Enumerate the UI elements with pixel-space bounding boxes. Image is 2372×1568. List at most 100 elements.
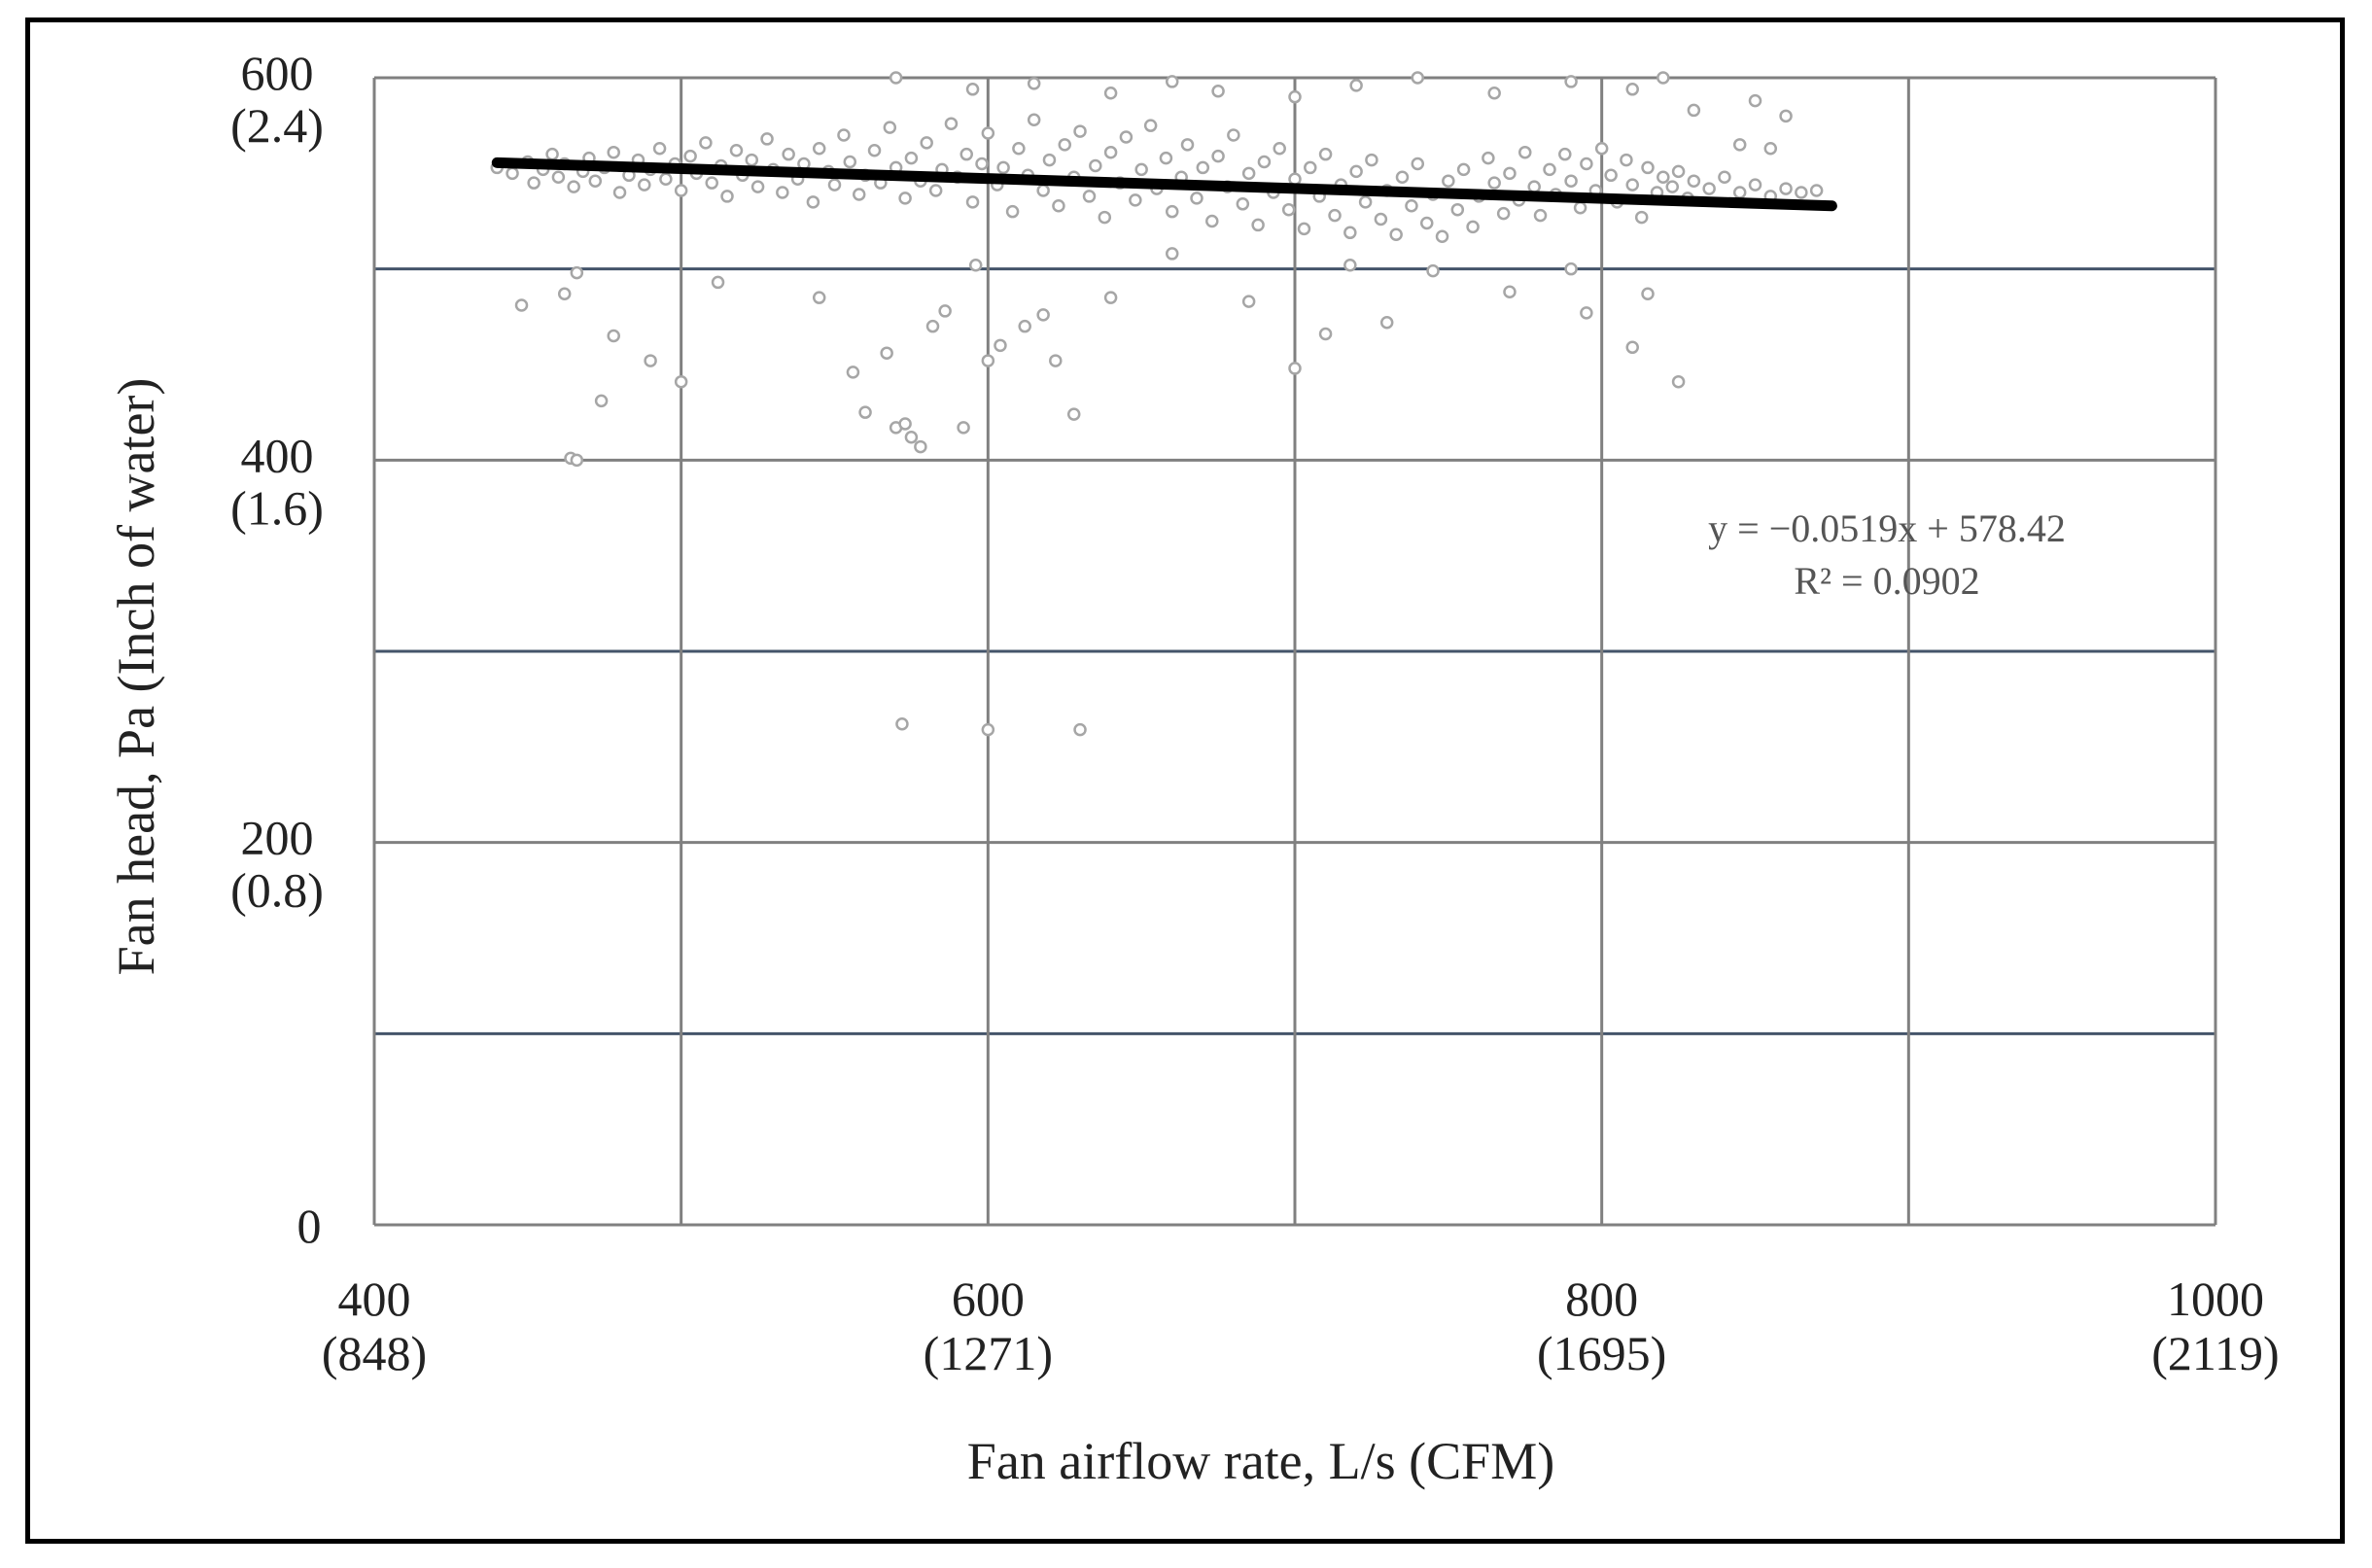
data-point [545,147,559,161]
y-tick-label: 400 [241,428,314,482]
data-point [996,160,1010,175]
data-point [1580,157,1593,171]
data-point [588,174,603,188]
data-point [827,178,842,192]
data-point [1036,308,1050,322]
x-tick-labels: 400(848) 600(1271) 800(1695) 1000(2119) [322,1272,2280,1380]
trendline-group [491,157,1837,212]
data-point [981,354,995,367]
data-point [1533,208,1548,223]
x-tick-label: 600 [952,1272,1025,1326]
data-point [1625,83,1639,96]
x-tick-sublabel: (1271) [924,1326,1053,1380]
data-point [1318,327,1333,341]
data-point [1190,192,1203,205]
data-point [1236,197,1250,211]
x-tick-label: 400 [338,1272,411,1326]
data-point [1103,86,1118,100]
data-point [1558,147,1572,161]
data-point [1143,119,1158,132]
data-point [1211,85,1225,98]
data-point [1442,174,1455,188]
data-point [1036,184,1050,197]
data-point [965,195,980,209]
data-point [745,153,759,167]
data-point [806,195,820,209]
data-point [1687,103,1701,118]
data-point [1241,166,1256,181]
data-point [1018,319,1031,333]
data-point [720,190,734,203]
data-point [1073,722,1087,737]
data-point [527,176,541,190]
data-point [858,405,872,419]
data-point [994,338,1007,353]
data-point [1496,206,1511,221]
data-point [1411,71,1425,85]
data-point [1005,204,1020,219]
data-point [1671,164,1686,179]
data-point [1042,153,1057,167]
data-point [1564,75,1578,88]
data-point [968,258,983,272]
data-point [904,151,919,165]
data-point [1374,212,1388,226]
x-tick-label: 1000 [2167,1272,2264,1326]
data-point [1098,210,1112,225]
y-tick-labels: 0 200(0.8) 400(1.6) 600(2.4) [230,46,324,1253]
data-point [1482,151,1495,165]
data-point [1241,295,1256,308]
data-point [1304,160,1317,175]
data-point [1657,71,1670,85]
y-tick-label: 0 [297,1199,322,1253]
data-point [570,453,584,468]
data-point [1748,93,1762,108]
data-point [965,83,980,96]
data-point [729,143,744,157]
data-point [1466,220,1480,234]
x-axis-title: Fan airflow rate, L/s (CFM) [967,1432,1554,1490]
data-point [867,143,882,157]
data-point [659,172,673,186]
data-point [889,71,903,85]
data-point [1426,263,1440,278]
data-point [1288,89,1302,104]
data-point [1503,285,1517,299]
data-point [1049,354,1063,367]
data-point [1379,315,1394,330]
data-point [1180,138,1195,152]
data-point [925,319,940,333]
data-point [1594,142,1609,156]
data-point [1012,142,1026,156]
data-point [1657,170,1670,185]
data-point [959,147,973,161]
data-point [1573,200,1587,215]
data-point [1411,157,1425,171]
data-point [1779,182,1793,195]
data-point [551,170,566,185]
data-point [944,117,959,130]
data-point [674,184,688,197]
data-point [705,176,718,190]
data-point [1419,216,1434,230]
data-point [1580,306,1593,320]
data-point [895,716,909,731]
data-point [750,180,765,193]
data-point [1389,227,1403,242]
data-point [1134,162,1148,177]
data-point [782,147,795,161]
data-point [1732,186,1747,199]
data-point [1620,153,1633,167]
data-point [1503,166,1517,181]
data-point [607,329,620,343]
data-point [1227,128,1240,142]
data-point [914,439,927,454]
data-point [1795,186,1808,199]
y-tick-sublabel: (1.6) [230,480,324,535]
data-point [674,374,688,389]
data-point [1165,247,1179,261]
data-point [1349,79,1363,92]
data-point [1205,214,1219,228]
data-point [837,128,851,142]
